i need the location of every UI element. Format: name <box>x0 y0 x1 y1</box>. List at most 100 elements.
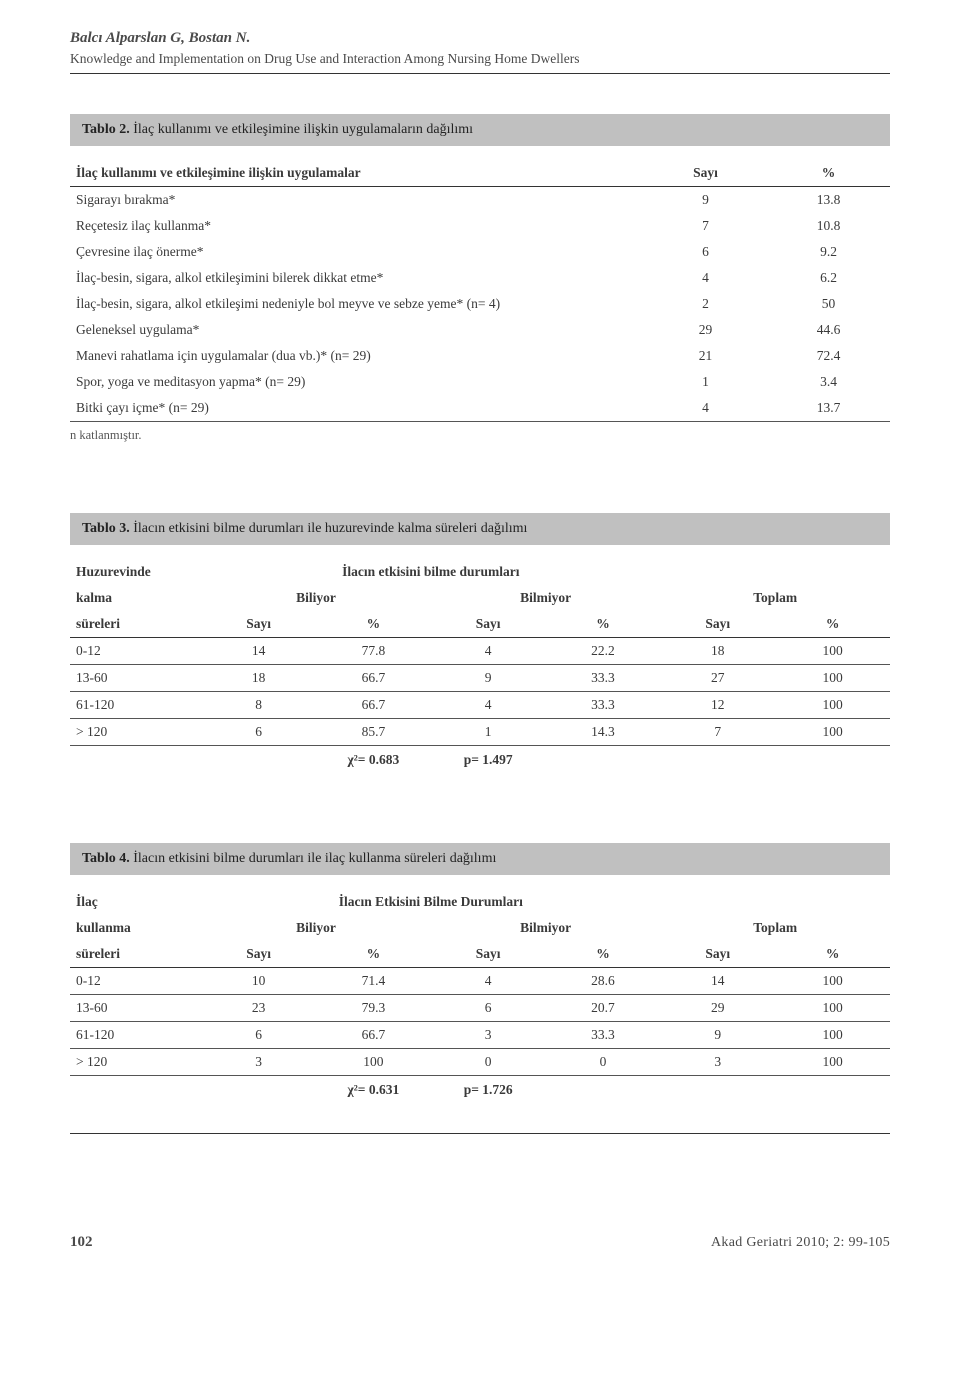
table-4: İlaç İlacın Etkisini Bilme Durumları kul… <box>70 889 890 1103</box>
table-row-sayi: 29 <box>644 317 767 343</box>
table-row-sayi: 9 <box>644 187 767 214</box>
toplam-sayi: 3 <box>660 1049 775 1076</box>
t3-superhdr: İlacın etkisini bilme durumları <box>201 559 660 585</box>
t4-bilmiyor-pct: % <box>546 941 661 968</box>
table-2-footnote: n katlanmıştır. <box>70 428 890 443</box>
table-row-pct: 6.2 <box>767 265 890 291</box>
table-row-label: Çevresine ilaç önerme* <box>70 239 644 265</box>
table-row-pct: 13.7 <box>767 395 890 422</box>
table-row-label: İlaç-besin, sigara, alkol etkileşimi ned… <box>70 291 644 317</box>
table-row-label: > 120 <box>70 1049 201 1076</box>
biliyor-pct: 66.7 <box>316 692 431 719</box>
table-row-sayi: 4 <box>644 395 767 422</box>
table-row-sayi: 21 <box>644 343 767 369</box>
table-row-sayi: 7 <box>644 213 767 239</box>
table-row-label: Reçetesiz ilaç kullanma* <box>70 213 644 239</box>
t3-chi: χ²= 0.683 <box>348 752 400 767</box>
table-row-sayi: 6 <box>644 239 767 265</box>
table-row-label: Sigarayı bırakma* <box>70 187 644 214</box>
t3-toplam: Toplam <box>660 585 890 611</box>
page-number: 102 <box>70 1234 93 1251</box>
biliyor-pct: 85.7 <box>316 719 431 746</box>
table-2: İlaç kullanımı ve etkileşimine ilişkin u… <box>70 160 890 422</box>
biliyor-pct: 100 <box>316 1049 431 1076</box>
t3-bilmiyor-sayi: Sayı <box>431 611 546 638</box>
bilmiyor-sayi: 4 <box>431 638 546 665</box>
toplam-sayi: 7 <box>660 719 775 746</box>
toplam-sayi: 9 <box>660 1022 775 1049</box>
toplam-pct: 100 <box>775 995 890 1022</box>
biliyor-sayi: 6 <box>201 719 316 746</box>
biliyor-sayi: 3 <box>201 1049 316 1076</box>
t2-hdr-pct: % <box>767 160 890 187</box>
t2-hdr-main: İlaç kullanımı ve etkileşimine ilişkin u… <box>70 160 644 187</box>
header-title: Knowledge and Implementation on Drug Use… <box>70 51 890 67</box>
table-2-title-bar: Tablo 2. İlaç kullanımı ve etkileşimine … <box>70 114 890 146</box>
t3-rowhdr-l3: süreleri <box>70 611 201 638</box>
toplam-sayi: 27 <box>660 665 775 692</box>
toplam-sayi: 29 <box>660 995 775 1022</box>
bilmiyor-pct: 22.2 <box>546 638 661 665</box>
t3-p: p= 1.497 <box>464 752 513 767</box>
table-3: Huzurevinde İlacın etkisini bilme duruml… <box>70 559 890 773</box>
t3-rowhdr-l2: kalma <box>70 585 201 611</box>
bilmiyor-sayi: 6 <box>431 995 546 1022</box>
t3-biliyor: Biliyor <box>201 585 431 611</box>
biliyor-pct: 66.7 <box>316 1022 431 1049</box>
biliyor-pct: 79.3 <box>316 995 431 1022</box>
table-row-label: İlaç-besin, sigara, alkol etkileşimini b… <box>70 265 644 291</box>
t3-bilmiyor-pct: % <box>546 611 661 638</box>
biliyor-pct: 66.7 <box>316 665 431 692</box>
table-row-sayi: 4 <box>644 265 767 291</box>
toplam-pct: 100 <box>775 1022 890 1049</box>
bilmiyor-pct: 33.3 <box>546 665 661 692</box>
biliyor-sayi: 6 <box>201 1022 316 1049</box>
t3-toplam-pct: % <box>775 611 890 638</box>
table-row-sayi: 2 <box>644 291 767 317</box>
t4-rowhdr-l2: kullanma <box>70 915 201 941</box>
bilmiyor-pct: 33.3 <box>546 692 661 719</box>
toplam-sayi: 14 <box>660 968 775 995</box>
biliyor-pct: 71.4 <box>316 968 431 995</box>
t4-superhdr: İlacın Etkisini Bilme Durumları <box>201 889 660 915</box>
table-row-label: Manevi rahatlama için uygulamalar (dua v… <box>70 343 644 369</box>
table-row-sayi: 1 <box>644 369 767 395</box>
table-2-title: İlaç kullanımı ve etkileşimine ilişkin u… <box>133 122 473 137</box>
t4-bilmiyor: Bilmiyor <box>431 915 661 941</box>
bilmiyor-pct: 0 <box>546 1049 661 1076</box>
t4-toplam-pct: % <box>775 941 890 968</box>
t3-rowhdr-l1: Huzurevinde <box>70 559 201 585</box>
table-row-pct: 9.2 <box>767 239 890 265</box>
biliyor-sayi: 14 <box>201 638 316 665</box>
bilmiyor-sayi: 9 <box>431 665 546 692</box>
toplam-pct: 100 <box>775 719 890 746</box>
t3-toplam-sayi: Sayı <box>660 611 775 638</box>
bilmiyor-pct: 20.7 <box>546 995 661 1022</box>
bilmiyor-pct: 14.3 <box>546 719 661 746</box>
footer-bar: 102 Akad Geriatri 2010; 2: 99-105 <box>70 1234 890 1251</box>
table-3-title-bar: Tablo 3. İlacın etkisini bilme durumları… <box>70 513 890 545</box>
toplam-pct: 100 <box>775 638 890 665</box>
table-row-label: 61-120 <box>70 692 201 719</box>
toplam-pct: 100 <box>775 1049 890 1076</box>
footer-citation: Akad Geriatri 2010; 2: 99-105 <box>711 1235 890 1251</box>
footer-rule <box>70 1133 890 1134</box>
t4-biliyor-pct: % <box>316 941 431 968</box>
t4-biliyor-sayi: Sayı <box>201 941 316 968</box>
table-row-label: 13-60 <box>70 995 201 1022</box>
t4-toplam: Toplam <box>660 915 890 941</box>
bilmiyor-sayi: 3 <box>431 1022 546 1049</box>
bilmiyor-sayi: 4 <box>431 968 546 995</box>
header-authors: Balcı Alparslan G, Bostan N. <box>70 30 890 47</box>
table-4-label: Tablo 4. <box>82 851 130 866</box>
bilmiyor-pct: 28.6 <box>546 968 661 995</box>
t4-p: p= 1.726 <box>464 1082 513 1097</box>
biliyor-sayi: 10 <box>201 968 316 995</box>
t4-rowhdr-l1: İlaç <box>70 889 201 915</box>
toplam-sayi: 18 <box>660 638 775 665</box>
table-row-pct: 13.8 <box>767 187 890 214</box>
biliyor-sayi: 23 <box>201 995 316 1022</box>
bilmiyor-sayi: 4 <box>431 692 546 719</box>
bilmiyor-sayi: 1 <box>431 719 546 746</box>
header-rule <box>70 73 890 74</box>
